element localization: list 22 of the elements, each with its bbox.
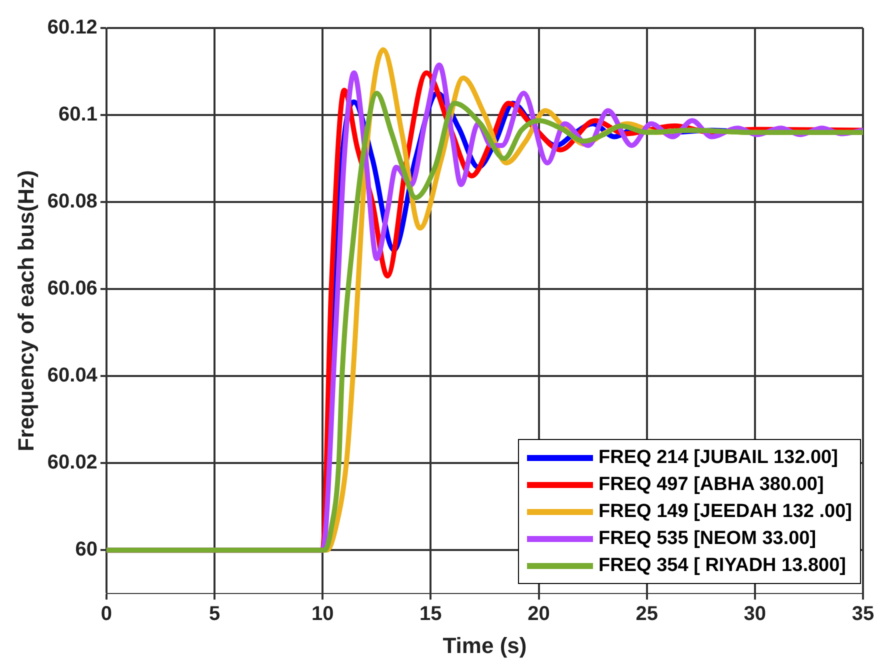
y-tick-label: 60.06 (47, 278, 98, 300)
legend-label: FREQ 149 [JEEDAH 132 .00] (598, 500, 852, 522)
y-tick-label: 60.04 (47, 364, 98, 387)
x-tick-label: 20 (528, 603, 550, 626)
legend-label: FREQ 497 [ABHA 380.00] (598, 474, 824, 496)
x-tick-label: 25 (636, 603, 658, 626)
legend-label: FREQ 214 [JUBAIL 132.00] (598, 446, 838, 468)
legend-label: FREQ 535 [NEOM 33.00] (598, 528, 816, 550)
x-tick-label: 30 (744, 603, 766, 626)
y-tick-label: 60.08 (47, 190, 98, 213)
x-tick-label: 5 (208, 603, 220, 626)
y-axis-title: Frequency of each bus(Hz) (13, 170, 38, 452)
x-axis-title: Time (s) (442, 632, 527, 658)
x-tick-label: 10 (311, 603, 334, 626)
y-tick-label: 60.02 (47, 452, 98, 474)
x-tick-label: 0 (100, 603, 112, 626)
y-tick-label: 60.1 (58, 104, 98, 126)
y-tick-label: 60 (75, 538, 98, 561)
y-tick-label: 60.12 (47, 16, 98, 39)
x-tick-label: 15 (420, 603, 442, 626)
legend-label: FREQ 354 [ RIYADH 13.800] (598, 554, 846, 576)
x-tick-label: 35 (852, 603, 874, 626)
